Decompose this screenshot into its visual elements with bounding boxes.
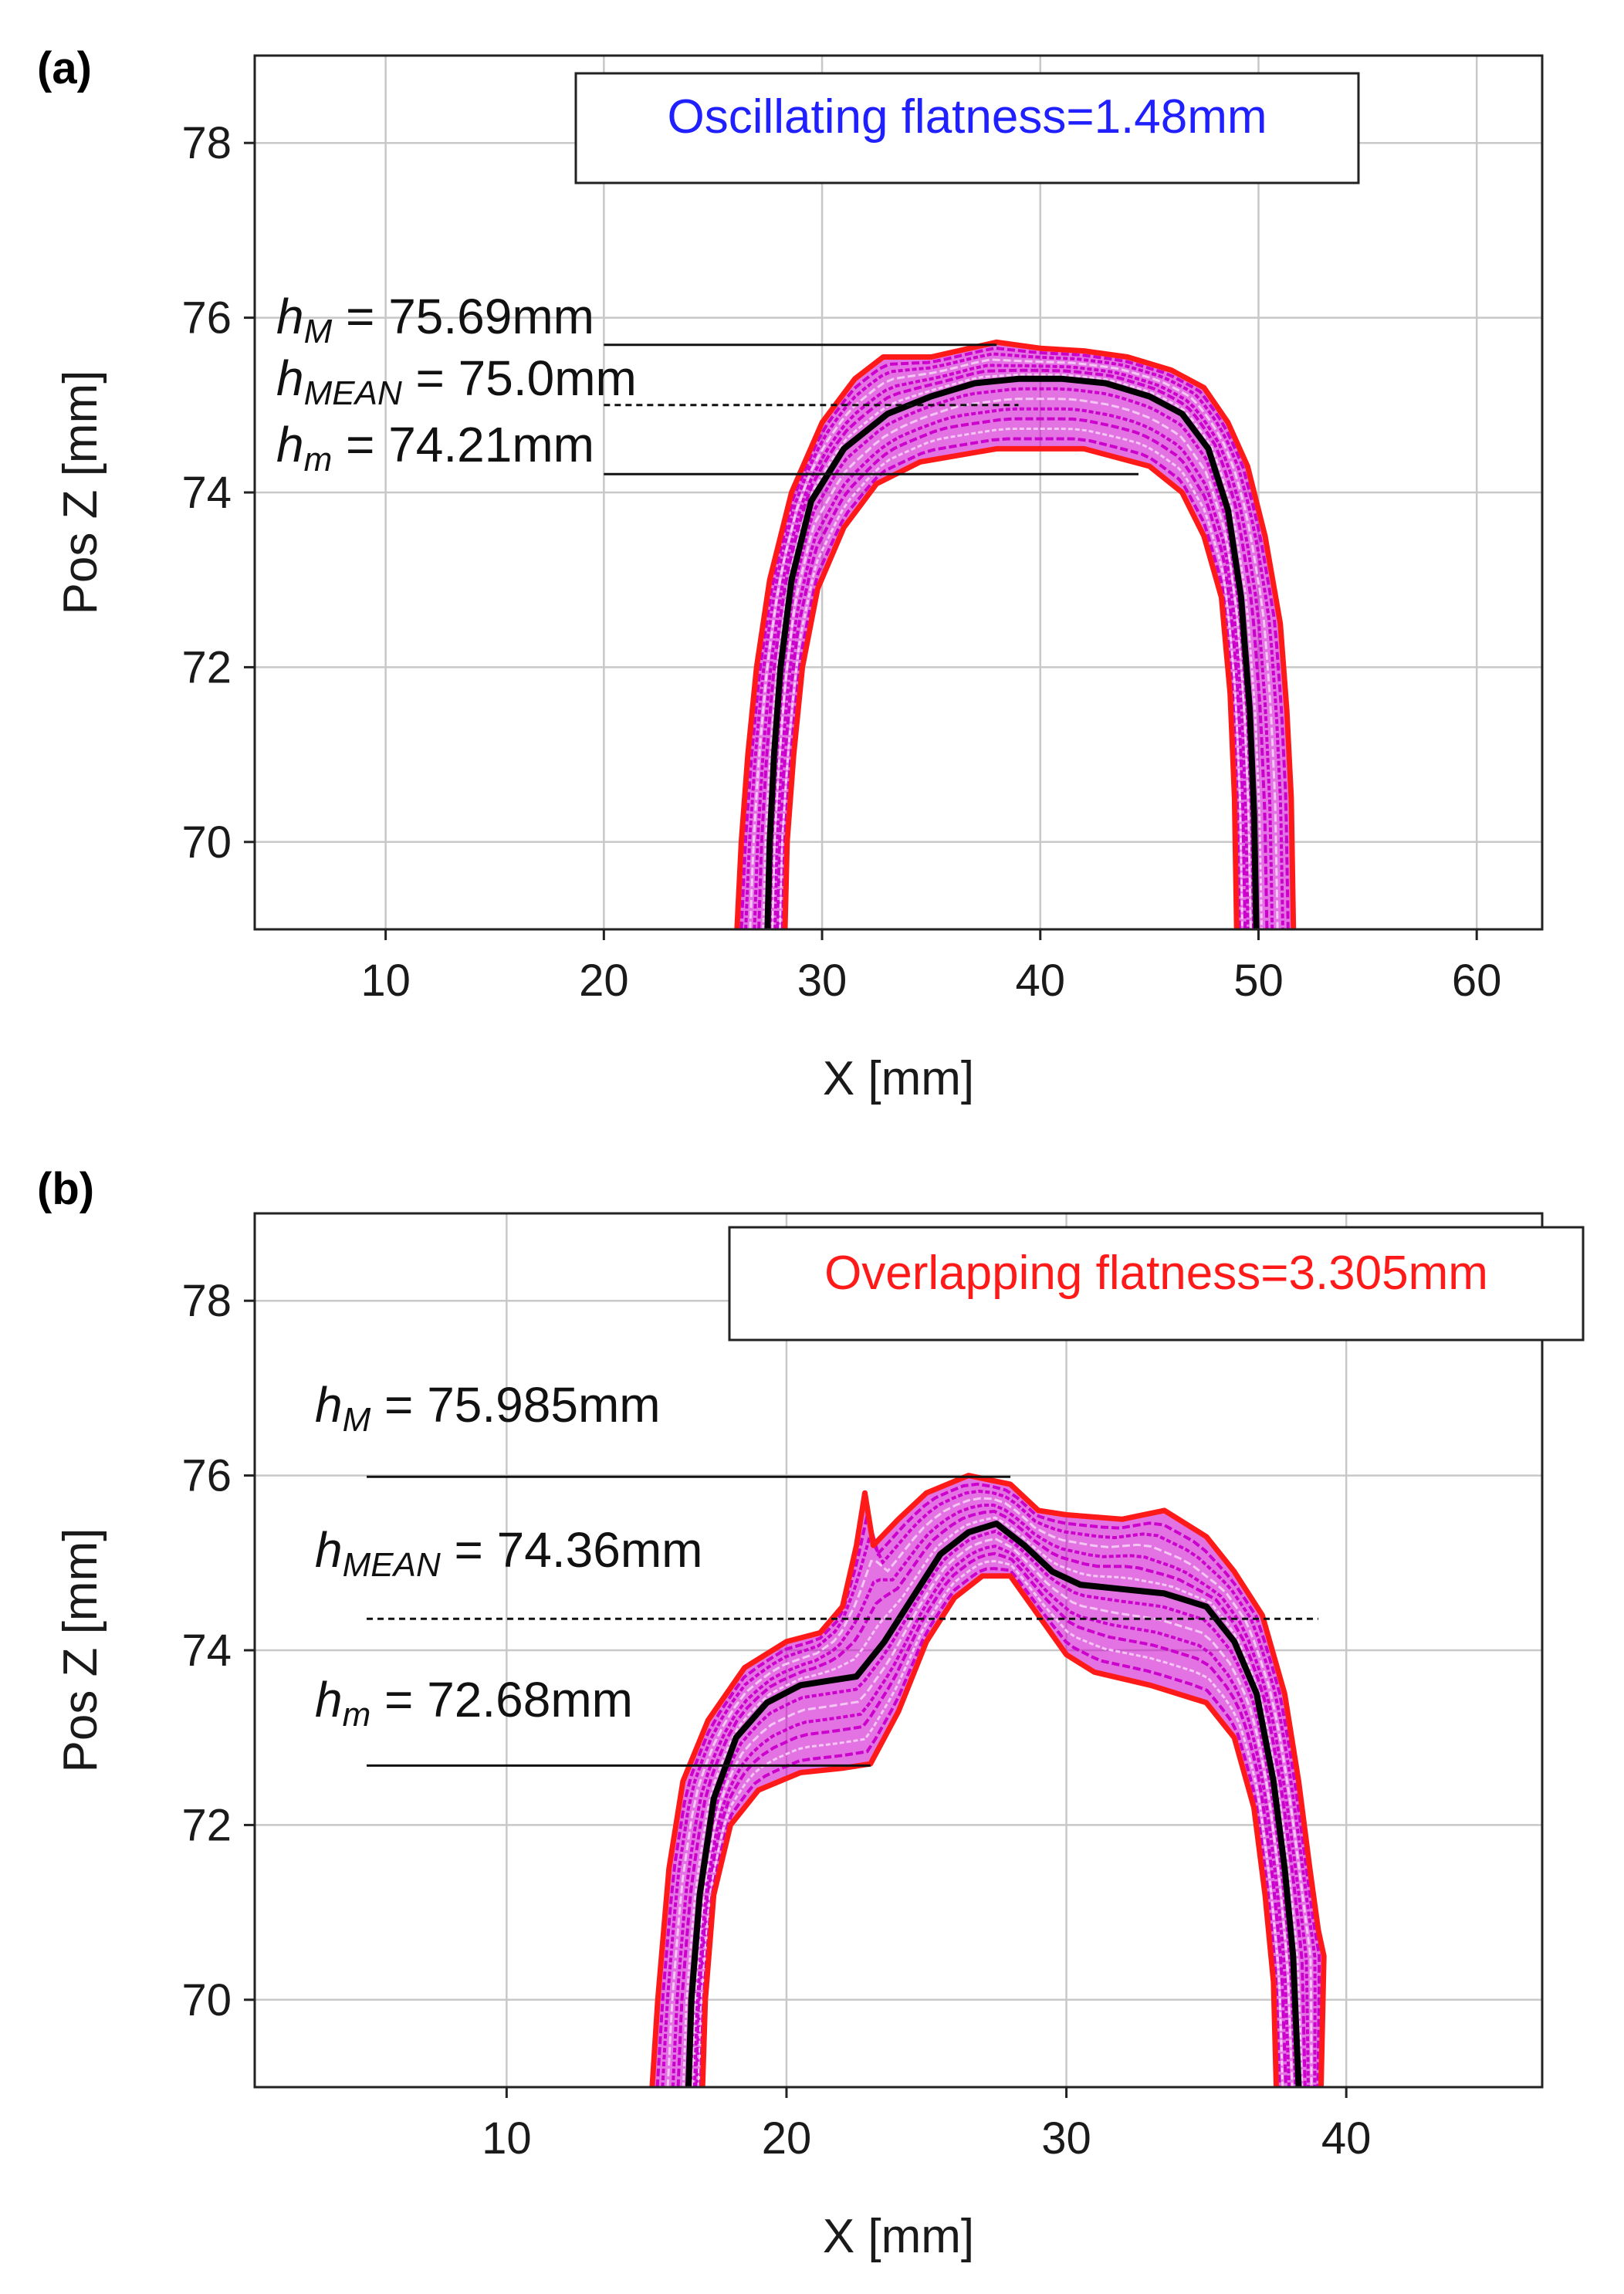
lower-envelope-line bbox=[782, 445, 1240, 929]
panel-b-grid bbox=[255, 1213, 1542, 2087]
panel-b-hmean-annotation: hMEAN = 74.36mm bbox=[315, 1522, 702, 1584]
panel-b-x-axis-label: X [mm] bbox=[823, 2210, 974, 2263]
y-tick-label: 78 bbox=[181, 1276, 232, 1326]
trace-line bbox=[779, 428, 1243, 929]
panel-a-reference-lines bbox=[604, 343, 1138, 475]
y-tick-label: 70 bbox=[181, 1975, 232, 2025]
panel-b-ticks: 10 20 30 40 70 72 74 76 78 bbox=[181, 1276, 1371, 2164]
trace-line bbox=[749, 358, 1279, 929]
panel-a-label: (a) bbox=[37, 43, 92, 93]
x-tick-label: 30 bbox=[797, 956, 848, 1006]
panel-a-data bbox=[734, 339, 1297, 929]
trace-line bbox=[776, 417, 1247, 929]
panel-b: (b) 10 20 30 40 70 72 74 76 78 X [mm] Pos Z [mm]… bbox=[37, 1164, 1585, 2263]
x-tick-label: 50 bbox=[1233, 956, 1284, 1006]
mean-profile-line bbox=[685, 1520, 1302, 2087]
x-tick-label: 20 bbox=[579, 956, 629, 1006]
trace-line bbox=[695, 1551, 1287, 2087]
trace-line bbox=[682, 1516, 1304, 2087]
y-tick-label: 72 bbox=[181, 1800, 232, 1850]
trace-line bbox=[771, 398, 1252, 929]
trace-line bbox=[661, 1489, 1317, 2087]
y-tick-label: 74 bbox=[181, 468, 232, 518]
trace-line bbox=[744, 352, 1284, 929]
trace-band bbox=[651, 1477, 1324, 2087]
upper-envelope-line bbox=[734, 339, 1297, 929]
panel-a-hmax-annotation: hM = 75.69mm bbox=[276, 289, 594, 350]
x-tick-label: 20 bbox=[762, 2113, 812, 2164]
panel-b-flatness-text: Overlapping flatness=3.305mm bbox=[824, 1247, 1488, 1300]
trace-line bbox=[676, 1509, 1307, 2087]
x-tick-label: 10 bbox=[360, 956, 411, 1006]
y-tick-label: 74 bbox=[181, 1626, 232, 1676]
x-tick-label: 60 bbox=[1452, 956, 1502, 1006]
y-tick-label: 76 bbox=[181, 1451, 232, 1501]
x-tick-label: 40 bbox=[1016, 956, 1066, 1006]
panel-a-y-axis-label: Pos Z [mm] bbox=[54, 370, 107, 615]
trace-line bbox=[753, 364, 1274, 929]
trace-line bbox=[691, 1537, 1294, 2087]
panel-a-hmean-annotation: hMEAN = 75.0mm bbox=[276, 350, 637, 412]
trace-line bbox=[692, 1545, 1291, 2087]
x-tick-label: 30 bbox=[1041, 2113, 1091, 2164]
y-tick-label: 70 bbox=[181, 817, 232, 868]
upper-envelope-line bbox=[649, 1473, 1327, 2087]
y-tick-label: 78 bbox=[181, 118, 232, 168]
trace-line bbox=[697, 1559, 1284, 2087]
lower-envelope-line bbox=[699, 1573, 1279, 2087]
panel-a-legend-box: Oscillating flatness=1.48mm bbox=[574, 72, 1360, 184]
trace-line bbox=[671, 1503, 1310, 2087]
trace-line bbox=[773, 407, 1250, 929]
panel-b-annotations: hM = 75.985mm hMEAN = 74.36mm hm = 72.68… bbox=[315, 1377, 702, 1734]
panel-b-label: (b) bbox=[37, 1164, 94, 1214]
panel-b-hmax-annotation: hM = 75.985mm bbox=[315, 1377, 661, 1439]
y-tick-label: 72 bbox=[181, 642, 232, 692]
panel-b-hmin-annotation: hm = 72.68mm bbox=[315, 1672, 633, 1734]
panel-b-reference-lines bbox=[367, 1475, 1318, 1767]
panel-b-legend-box: Overlapping flatness=3.305mm bbox=[728, 1226, 1585, 1342]
panel-a-annotations: hM = 75.69mm hMEAN = 75.0mm hm = 74.21mm bbox=[276, 289, 637, 479]
trace-line bbox=[762, 373, 1263, 929]
y-tick-label: 76 bbox=[181, 293, 232, 343]
trace-line bbox=[699, 1567, 1281, 2087]
trace-line bbox=[689, 1529, 1298, 2087]
panel-a-ticks: 10 20 30 40 50 60 70 72 74 76 78 bbox=[181, 118, 1501, 1006]
x-tick-label: 40 bbox=[1321, 2113, 1372, 2164]
trace-line bbox=[757, 368, 1269, 929]
mean-profile-line bbox=[764, 375, 1260, 929]
trace-line bbox=[739, 346, 1290, 929]
x-tick-label: 10 bbox=[482, 2113, 532, 2164]
panel-a: (a) 10 20 30 40 50 60 70 72 74 76 78 X [mm] Pos Z … bbox=[37, 43, 1544, 1105]
panel-a-hmin-annotation: hm = 74.21mm bbox=[276, 417, 594, 479]
panel-a-x-axis-label: X [mm] bbox=[823, 1052, 974, 1105]
panel-b-data bbox=[649, 1473, 1327, 2087]
panel-a-flatness-text: Oscillating flatness=1.48mm bbox=[667, 90, 1267, 144]
panel-b-y-axis-label: Pos Z [mm] bbox=[54, 1528, 107, 1773]
trace-line bbox=[666, 1497, 1313, 2087]
